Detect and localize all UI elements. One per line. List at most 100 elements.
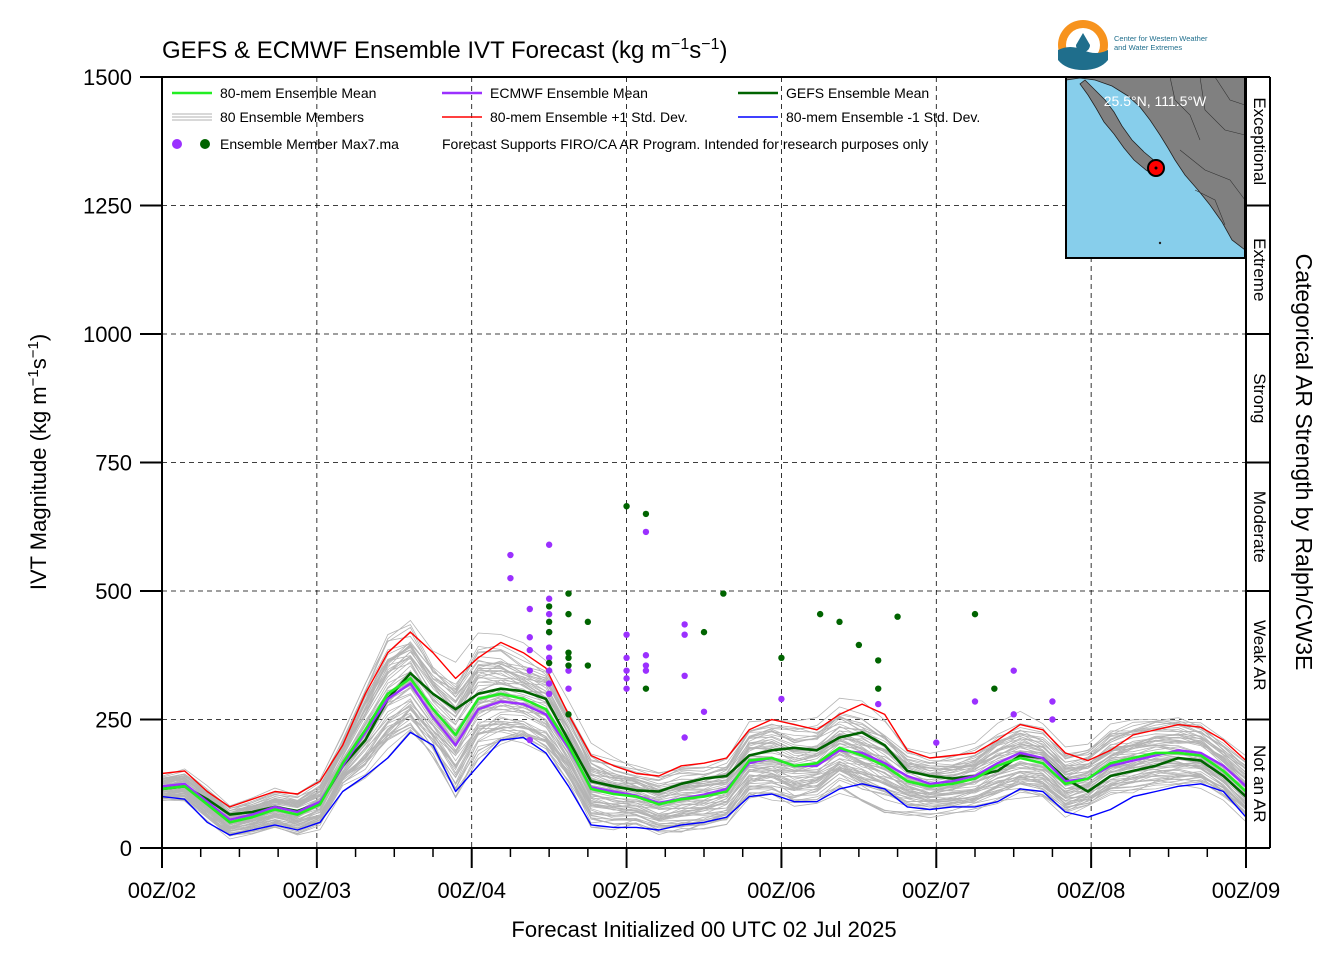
legend-label-plus-std: 80-mem Ensemble +1 Std. Dev. — [490, 109, 688, 125]
ecmwf-max-point — [642, 528, 650, 536]
ecmwf-max-point — [623, 667, 630, 674]
x-tick-label: 00Z/07 — [902, 878, 971, 903]
ecmwf-max-point — [681, 631, 688, 638]
ecmwf-max-point — [1010, 711, 1017, 718]
x-tick-label: 00Z/06 — [747, 878, 816, 903]
gefs-max-point — [778, 654, 785, 662]
y-tick-label: 1000 — [83, 322, 132, 347]
ensemble-member-line — [161, 626, 1247, 809]
ecmwf-max-point — [623, 654, 630, 662]
ecmwf-max-point — [545, 667, 553, 674]
gefs-max-point — [623, 502, 630, 510]
series-lines — [161, 631, 1247, 836]
ecmwf-max-point — [565, 685, 572, 692]
gefs-max-point — [855, 641, 863, 649]
gefs-max-point — [545, 628, 553, 636]
ecmwf-max-point — [545, 680, 553, 687]
ecmwf-max-point — [642, 652, 650, 659]
ecmwf-max-point — [971, 698, 979, 705]
category-label: Weak AR — [1250, 620, 1269, 691]
right-axis-label: Categorical AR Strength by Ralph/CW3E — [1291, 254, 1317, 671]
gefs-max-point — [991, 685, 998, 692]
gefs-max-point — [836, 618, 843, 626]
ecmwf-max-point — [681, 734, 688, 741]
ecmwf-max-point — [526, 605, 533, 613]
gefs-max-point — [565, 654, 572, 662]
y-tick-label: 1500 — [83, 65, 132, 90]
gefs-max-point — [642, 510, 650, 518]
legend-label-ecmwf: ECMWF Ensemble Mean — [490, 85, 648, 101]
x-tick-label: 00Z/03 — [283, 878, 352, 903]
legend-dot-ecmwf — [172, 139, 182, 149]
plus-std-line — [161, 631, 1247, 808]
ecmwf-max-point — [623, 631, 630, 638]
ecmwf-max-point — [623, 685, 630, 692]
y-tick-label: 0 — [120, 836, 132, 861]
y-axis-label: IVT Magnitude (kg m−1s−1) — [25, 334, 51, 590]
ecmwf-max-point — [526, 736, 533, 744]
ecmwf-max-point — [642, 667, 650, 674]
legend-label-max: Ensemble Member Max7.ma — [220, 136, 399, 152]
ecmwf-max-point — [933, 739, 940, 746]
map-location-label: 25.5°N, 111.5°W — [1104, 93, 1207, 109]
legend-label-mean: 80-mem Ensemble Mean — [220, 85, 376, 101]
legend-swatch-members — [172, 113, 212, 121]
ensemble-member-lines — [161, 619, 1247, 840]
ecmwf-max-point — [681, 621, 688, 628]
x-tick-label: 00Z/09 — [1212, 878, 1281, 903]
legend-label-minus-std: 80-mem Ensemble -1 Std. Dev. — [786, 109, 980, 125]
max-points — [507, 502, 1056, 746]
legend-label-gefs: GEFS Ensemble Mean — [786, 85, 929, 101]
map-inset: 25.5°N, 111.5°W — [1065, 76, 1246, 259]
ecmwf-max-point — [526, 646, 533, 654]
chart-title: GEFS & ECMWF Ensemble IVT Forecast (kg m… — [162, 36, 728, 64]
ensemble-member-line — [161, 646, 1247, 814]
ecmwf-max-point — [1010, 667, 1017, 674]
x-tick-label: 00Z/08 — [1057, 878, 1126, 903]
ecmwf-max-point — [700, 708, 708, 715]
x-axis-label: Forecast Initialized 00 UTC 02 Jul 2025 — [511, 917, 896, 942]
mean-line — [161, 677, 1247, 824]
legend-label-members: 80 Ensemble Members — [220, 109, 364, 125]
ecmwf-max-point — [507, 551, 514, 559]
ecmwf-max-point — [545, 654, 553, 662]
ecmwf-max-point — [1049, 716, 1056, 723]
ecmwf-max-point — [1049, 698, 1056, 705]
y-tick-label: 1250 — [83, 194, 132, 219]
state-borders — [1169, 76, 1246, 226]
gefs-max-point — [971, 610, 979, 618]
gefs-max-point — [545, 618, 553, 626]
gefs-max-point — [584, 618, 592, 626]
gefs-max-point — [565, 662, 572, 669]
minus-std-line — [161, 731, 1247, 836]
ecmwf-max-point — [681, 672, 688, 680]
category-label: Moderate — [1250, 491, 1269, 563]
x-tick-label: 00Z/02 — [128, 878, 197, 903]
ecmwf-max-point — [545, 690, 553, 697]
gefs-max-point — [642, 685, 650, 692]
ensemble-member-line — [161, 713, 1247, 834]
ensemble-member-line — [161, 709, 1247, 833]
category-label: Strong — [1250, 373, 1269, 423]
x-tick-label: 00Z/05 — [592, 878, 661, 903]
y-tick-label: 750 — [95, 451, 132, 476]
ecmwf-max-point — [526, 634, 533, 641]
gefs-max-point — [565, 610, 572, 618]
axes: 0 250 500 750 1000 1250 1500 00Z/02 00Z/03 00Z/04… — [83, 65, 1280, 903]
ecmwf-max-point — [545, 595, 553, 602]
gefs-max-point — [875, 685, 882, 692]
gefs-max-point — [875, 657, 882, 664]
gefs-max-point — [584, 662, 592, 669]
ecmwf-max-point — [545, 541, 553, 548]
gefs-max-point — [565, 649, 572, 656]
category-label: Extreme — [1250, 238, 1269, 301]
category-label: Exceptional — [1250, 97, 1269, 185]
gefs-max-point — [545, 659, 553, 667]
gefs-max-point — [545, 603, 553, 610]
island-dot — [1158, 241, 1162, 245]
cw3e-logo: Center for Western Weather and Water Ext… — [1058, 20, 1208, 70]
ecmwf-max-point — [623, 675, 630, 682]
gefs-max-point — [565, 711, 572, 718]
ensemble-member-line — [161, 698, 1247, 832]
